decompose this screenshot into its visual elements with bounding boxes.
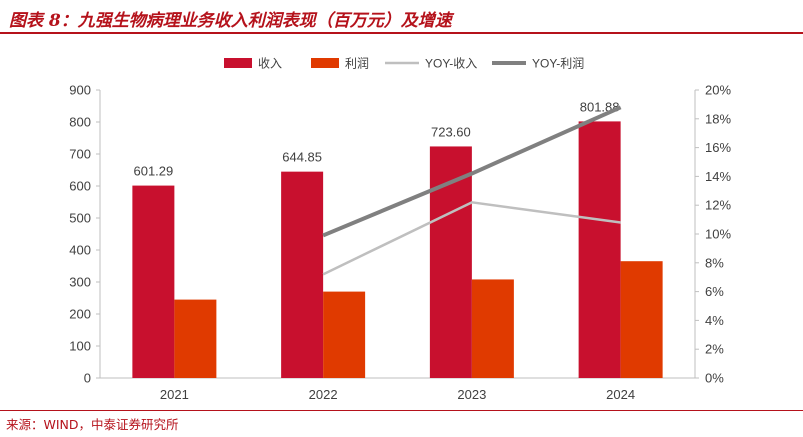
y2-tick-label: 18%: [705, 111, 731, 126]
bar-profit: [323, 291, 366, 378]
y-tick-label: 100: [69, 339, 91, 354]
line-yoy-revenue: [322, 201, 621, 276]
bar-revenue: [429, 146, 472, 378]
y2-tick-label: 4%: [705, 313, 724, 328]
legend-label: YOY-利润: [532, 57, 584, 71]
bar-profit: [620, 261, 663, 378]
y2-tick-label: 16%: [705, 140, 731, 155]
y2-tick-label: 6%: [705, 284, 724, 299]
bar-revenue: [578, 121, 621, 378]
x-tick-label: 2023: [457, 387, 486, 402]
y2-tick-label: 8%: [705, 255, 724, 270]
y-tick-label: 900: [69, 83, 91, 98]
bar-data-label: 723.60: [431, 124, 471, 139]
y-tick-label: 300: [69, 275, 91, 290]
bar-data-label: 601.29: [133, 164, 173, 179]
y2-tick-label: 12%: [705, 198, 731, 213]
x-tick-label: 2024: [606, 387, 635, 402]
y-tick-label: 400: [69, 243, 91, 258]
chart-title: 图表 8：九强生物病理业务收入利润表现（百万元）及增速: [9, 11, 452, 31]
chart-title-bar: 图表 8：九强生物病理业务收入利润表现（百万元）及增速: [0, 0, 803, 34]
source-note: 来源：WIND，中泰证券研究所: [6, 417, 179, 432]
legend-swatch: [224, 58, 252, 68]
bar-revenue: [132, 185, 175, 378]
legend-label: 收入: [258, 57, 282, 71]
y2-tick-label: 14%: [705, 169, 731, 184]
legend-label: YOY-收入: [425, 57, 477, 71]
legend-label: 利润: [345, 57, 369, 71]
source-divider: [0, 410, 803, 411]
y-tick-label: 500: [69, 211, 91, 226]
y2-tick-label: 20%: [705, 83, 731, 98]
y-tick-label: 600: [69, 179, 91, 194]
x-tick-label: 2021: [160, 387, 189, 402]
line-yoy-profit: [322, 105, 622, 238]
y2-tick-label: 0%: [705, 371, 724, 386]
bar-data-label: 644.85: [282, 150, 322, 165]
y-tick-label: 0: [84, 371, 91, 386]
bar-profit: [174, 299, 217, 378]
y-tick-label: 700: [69, 147, 91, 162]
combo-chart: 0 100 200 300 400 500 600 700 800 900 0% 2% 4% 6% 8% 10…: [69, 57, 731, 403]
y2-tick-label: 2%: [705, 342, 724, 357]
y-tick-label: 800: [69, 115, 91, 130]
legend-swatch: [311, 58, 339, 68]
bar-profit: [471, 279, 514, 378]
y-tick-label: 200: [69, 307, 91, 322]
x-tick-label: 2022: [309, 387, 338, 402]
y2-tick-label: 10%: [705, 227, 731, 242]
title-divider: [0, 32, 803, 34]
bar-revenue: [281, 171, 324, 378]
